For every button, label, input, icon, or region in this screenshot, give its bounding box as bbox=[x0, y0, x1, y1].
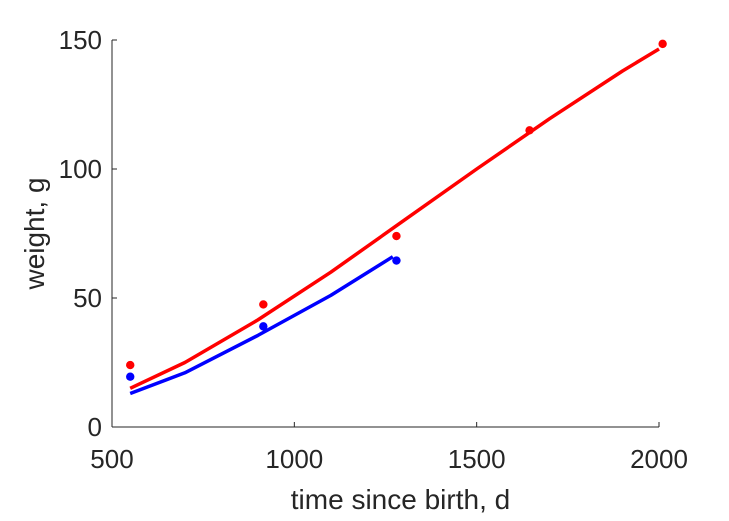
data-point-series-1 bbox=[259, 300, 268, 309]
y-tick-label: 150 bbox=[59, 25, 102, 55]
data-point-series-1 bbox=[392, 231, 401, 241]
y-tick-label: 0 bbox=[88, 412, 102, 442]
axes bbox=[111, 40, 659, 428]
y-tick-label: 100 bbox=[59, 154, 102, 184]
x-tick-label: 2000 bbox=[630, 444, 688, 474]
x-tick-label: 1500 bbox=[448, 444, 506, 474]
data-point-series-2 bbox=[392, 256, 401, 265]
data-points bbox=[126, 39, 667, 381]
data-point-series-1 bbox=[126, 360, 135, 370]
x-axis-label: time since birth, d bbox=[291, 484, 510, 515]
data-point-series-2 bbox=[126, 372, 135, 381]
fit-lines bbox=[129, 47, 660, 396]
fit-line-series-2 bbox=[129, 255, 394, 396]
y-tick-label: 50 bbox=[73, 283, 102, 313]
x-tick-label: 1000 bbox=[265, 444, 323, 474]
y-axis-label: weight, g bbox=[19, 177, 50, 290]
fit-line-series-1 bbox=[129, 47, 660, 390]
data-point-series-1 bbox=[658, 39, 667, 49]
data-point-series-1 bbox=[525, 126, 534, 135]
x-tick-label: 500 bbox=[90, 444, 133, 474]
ticks: 500 1000 1500 2000 0 50 100 150 bbox=[59, 25, 688, 474]
data-point-series-2 bbox=[259, 322, 268, 331]
